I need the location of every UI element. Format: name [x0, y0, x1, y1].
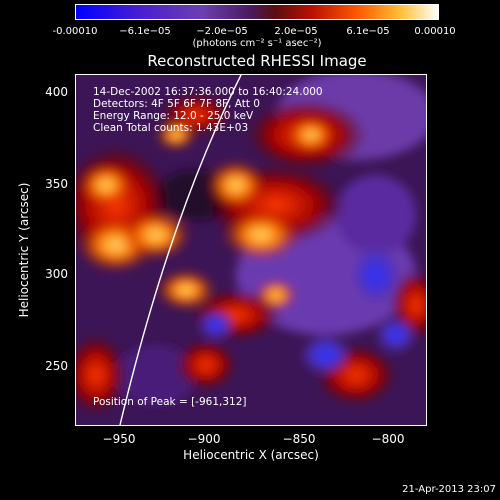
- x-tick-label: −900: [187, 432, 221, 446]
- x-axis-label: Heliocentric X (arcsec): [183, 448, 319, 462]
- rhessi-image: [76, 75, 426, 425]
- y-tick-label: 300: [45, 267, 68, 281]
- image-title: Reconstructed RHESSI Image: [147, 52, 367, 70]
- detectors-text: Detectors: 4F 5F 6F 7F 8F, Att 0: [93, 98, 260, 110]
- colorbar: [75, 4, 439, 20]
- time-range-text: 14-Dec-2002 16:37:36.000 to 16:40:24.000: [93, 86, 323, 98]
- x-tick-label: −950: [102, 432, 136, 446]
- energy-range-text: Energy Range: 12.0 - 25.0 keV: [93, 110, 254, 122]
- x-tick-label: −800: [371, 432, 405, 446]
- y-tick-label: 250: [45, 359, 68, 373]
- colorbar-tick-label: −6.1e−05: [119, 26, 171, 37]
- colorbar-tick-label: 2.0e−05: [274, 26, 318, 37]
- colorbar-tick-label: −2.0e−05: [196, 26, 248, 37]
- colorbar-tick-label: -0.00010: [52, 26, 98, 37]
- colorbar-tick-label: 0.00010: [414, 26, 456, 37]
- y-tick-label: 350: [45, 177, 68, 191]
- colorbar-tick-label: 6.1e−05: [346, 26, 390, 37]
- colorbar-units: (photons cm⁻² s⁻¹ asec⁻²): [192, 38, 322, 49]
- render-timestamp: 21-Apr-2013 23:07: [402, 484, 496, 495]
- x-tick-label: −850: [282, 432, 316, 446]
- solar-limb-line: [119, 75, 242, 425]
- peak-position-text: Position of Peak = [-961,312]: [93, 396, 247, 408]
- total-counts-text: Clean Total counts: 1.43E+03: [93, 122, 249, 134]
- rhessi-image-plot: [75, 74, 427, 426]
- y-tick-label: 400: [45, 85, 68, 99]
- y-axis-label: Heliocentric Y (arcsec): [17, 182, 31, 318]
